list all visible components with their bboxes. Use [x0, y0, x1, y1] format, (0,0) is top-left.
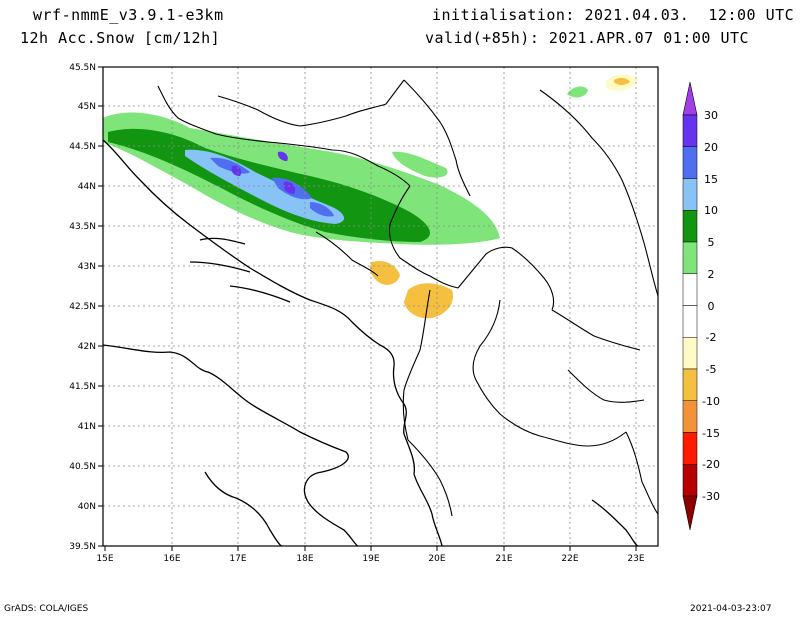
kosovo-border	[457, 246, 555, 311]
colorbar-labels: 30 20 15 10 5 2 0 -2 -5 -10 -15 -20 -30	[702, 109, 720, 503]
melt-5-10-patch-ne	[614, 77, 630, 85]
coastlines	[103, 139, 639, 546]
lat-label: 44N	[78, 182, 96, 192]
axis-ticks	[98, 66, 637, 551]
colorbar: 30 20 15 10 5 2 0 -2 -5 -10 -15 -20 -30	[682, 81, 720, 531]
colorbar-label: -30	[702, 490, 720, 503]
map-area	[103, 67, 658, 546]
colorbar-segment	[682, 432, 698, 465]
lat-label: 43.5N	[69, 222, 96, 232]
lon-label: 23E	[627, 554, 644, 564]
colorbar-label: 30	[704, 109, 718, 122]
colorbar-segment	[682, 368, 698, 401]
colorbar-segment	[682, 114, 698, 147]
bulgaria-border	[551, 309, 641, 351]
italy-coast	[103, 344, 359, 546]
colorbar-top-arrow	[682, 81, 698, 116]
lon-label: 20E	[428, 554, 445, 564]
latitude-labels: 45.5N 45N 44.5N 44N 43.5N 43N 42.5N 42N …	[69, 63, 96, 552]
colorbar-label: -20	[702, 458, 720, 471]
colorbar-segment	[682, 146, 698, 179]
bosnia-montenegro-border	[388, 185, 459, 289]
lat-label: 39.5N	[69, 542, 96, 552]
lat-label: 42.5N	[69, 302, 96, 312]
lat-label: 45.5N	[69, 63, 96, 73]
colorbar-label: -5	[706, 363, 717, 376]
snow-15-20-core-east	[310, 202, 334, 217]
colorbar-label: 5	[708, 236, 715, 249]
snow-20-30-core-b	[283, 181, 296, 194]
model-title: wrf-nmmE_v3.9.1-e3km	[33, 6, 224, 24]
colorbar-label: 20	[704, 141, 718, 154]
snow-20-30-core-c	[277, 151, 288, 161]
lon-label: 22E	[561, 554, 578, 564]
colorbar-label: 2	[708, 268, 715, 281]
hungary-serbia-border	[299, 79, 405, 127]
colorbar-label: 15	[704, 173, 718, 186]
colorbar-label: -2	[706, 331, 717, 344]
italy-heel-coast	[204, 471, 283, 546]
colorbar-label: -15	[702, 427, 720, 440]
colorbar-segment	[682, 464, 698, 497]
snow-2-5-patch-east	[392, 151, 448, 178]
aegean-coast	[591, 499, 639, 546]
colorbar-bottom-arrow	[682, 495, 698, 531]
snow-2-5-patch	[567, 86, 588, 98]
valid-time: valid(+85h): 2021.APR.07 01:00 UTC	[425, 29, 750, 47]
colorbar-segment	[682, 273, 698, 306]
borders	[157, 79, 658, 517]
colorbar-segments	[682, 114, 698, 497]
snow-field	[103, 86, 588, 245]
lon-label: 19E	[362, 554, 379, 564]
lon-label: 16E	[163, 554, 180, 564]
colorbar-segment	[682, 337, 698, 370]
melt-5-10-patch-north	[369, 260, 400, 285]
macedonia-south-border	[567, 369, 645, 403]
lat-label: 41N	[78, 422, 96, 432]
lon-label: 17E	[229, 554, 246, 564]
montenegro-west-border	[315, 231, 379, 277]
lon-label: 15E	[96, 554, 113, 564]
render-timestamp: 2021-04-03-23:07	[690, 604, 772, 614]
variable-title: 12h Acc.Snow [cm/12h]	[20, 29, 221, 47]
lon-label: 21E	[495, 554, 512, 564]
lat-label: 42N	[78, 342, 96, 352]
croatia-hungary-border	[217, 95, 301, 127]
colorbar-label: 10	[704, 204, 718, 217]
colorbar-label: 0	[708, 300, 715, 313]
lon-label: 18E	[296, 554, 313, 564]
colorbar-segment	[682, 241, 698, 274]
lat-label: 45N	[78, 102, 96, 112]
lat-label: 41.5N	[69, 382, 96, 392]
longitude-labels: 15E 16E 17E 18E 19E 20E 21E 22E 23E	[96, 554, 644, 564]
initialisation-time: initialisation: 2021.04.03. 12:00 UTC	[432, 6, 795, 24]
serbia-east-border	[539, 89, 658, 297]
snow-20-30-core-a	[231, 165, 242, 176]
albania-greece-border	[407, 439, 453, 517]
serbia-romania-border	[403, 79, 471, 197]
lat-label: 40.5N	[69, 462, 96, 472]
colorbar-label: -10	[702, 395, 720, 408]
greece-bulgaria-border	[625, 431, 658, 515]
grads-credit: GrADS: COLA/IGES	[4, 604, 89, 614]
colorbar-segment	[682, 210, 698, 243]
colorbar-segment	[682, 178, 698, 211]
adriatic-east-coast	[103, 139, 443, 546]
albania-east-border	[402, 289, 431, 441]
lat-label: 43N	[78, 262, 96, 272]
north-macedonia-border	[472, 299, 627, 447]
bosnia-croatia-border	[157, 85, 411, 187]
colorbar-segment	[682, 400, 698, 433]
dalmatian-islands	[189, 237, 291, 303]
lat-label: 44.5N	[69, 142, 96, 152]
lat-label: 40N	[78, 502, 96, 512]
colorbar-segment	[682, 305, 698, 338]
